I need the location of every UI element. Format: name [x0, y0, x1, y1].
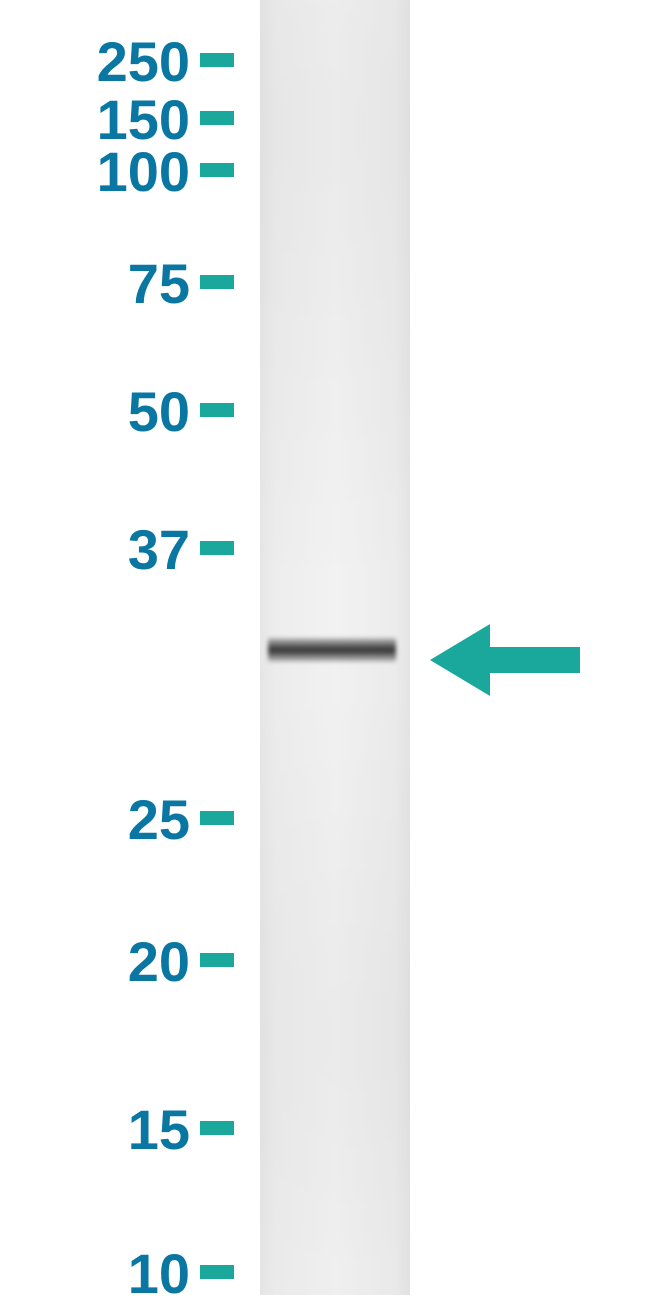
mw-marker-label: 15 — [128, 1097, 190, 1162]
mw-marker-label: 100 — [97, 139, 190, 204]
mw-marker-tick — [200, 53, 234, 67]
mw-marker-tick — [200, 275, 234, 289]
arrow-shaft — [490, 647, 580, 673]
mw-marker-tick — [200, 541, 234, 555]
arrow-head-icon — [430, 624, 490, 696]
target-band — [268, 638, 396, 662]
western-blot-figure: 25015010075503725201510 — [0, 0, 650, 1300]
mw-marker-tick — [200, 163, 234, 177]
mw-marker-label: 50 — [128, 379, 190, 444]
mw-marker-tick — [200, 111, 234, 125]
mw-marker-label: 20 — [128, 929, 190, 994]
mw-marker-label: 10 — [128, 1241, 190, 1300]
mw-marker-tick — [200, 811, 234, 825]
mw-marker-tick — [200, 1265, 234, 1279]
mw-marker-label: 250 — [97, 29, 190, 94]
band-indicator-arrow — [430, 624, 580, 696]
mw-marker-label: 75 — [128, 251, 190, 316]
mw-marker-tick — [200, 403, 234, 417]
mw-marker-label: 37 — [128, 517, 190, 582]
mw-marker-tick — [200, 953, 234, 967]
mw-marker-label: 25 — [128, 787, 190, 852]
mw-marker-tick — [200, 1121, 234, 1135]
